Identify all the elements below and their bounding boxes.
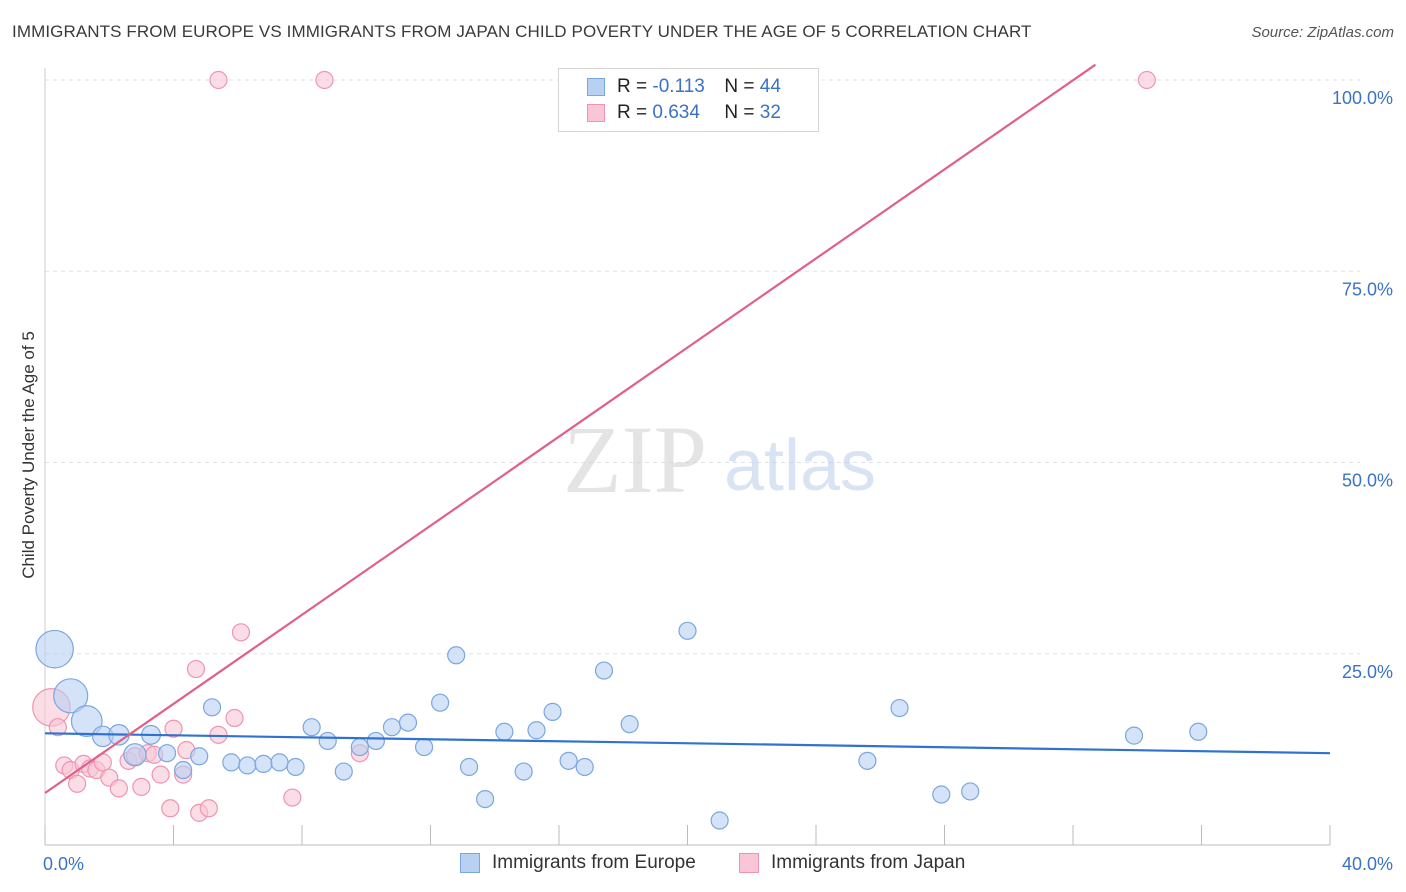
europe-point (476, 789, 495, 809)
europe-point (620, 715, 639, 734)
europe-point (35, 629, 74, 669)
europe-point (238, 756, 257, 775)
japan-point (199, 799, 218, 818)
europe-point (302, 718, 321, 737)
x-tick-label: 40.0% (1342, 854, 1393, 874)
japan-n-label: N = (724, 102, 755, 123)
japan-legend-icon (739, 853, 759, 873)
japan-point (209, 70, 228, 90)
europe-point (270, 753, 289, 772)
europe-point (575, 757, 594, 777)
europe-point (53, 678, 89, 714)
japan-point (109, 779, 128, 798)
japan-point (132, 777, 151, 796)
japan-point (161, 799, 180, 818)
watermark-atlas: atlas (724, 426, 876, 506)
europe-point (459, 757, 479, 777)
japan-point (315, 70, 334, 90)
europe-point (961, 782, 980, 801)
y-tick-label: 25.0% (1342, 662, 1393, 682)
europe-point (157, 744, 177, 763)
europe-point (858, 751, 877, 770)
europe-point (1124, 726, 1144, 745)
stats-legend: R = -0.113 N = 44 R = 0.634 N = 32 (558, 68, 819, 132)
europe-point (431, 693, 450, 712)
japan-point (225, 708, 244, 728)
europe-point (890, 698, 909, 718)
europe-point (350, 737, 369, 757)
legend-item-japan: Immigrants from Japan (739, 852, 965, 874)
legend-row-europe: R = -0.113 N = 44 (587, 75, 781, 99)
europe-point (398, 713, 418, 732)
gridlines (45, 79, 1360, 655)
japan-point (1137, 70, 1156, 90)
japan-point (164, 719, 183, 738)
europe-point (202, 698, 222, 717)
tick-labels: 25.0% 50.0% 75.0% 100.0% 0.0% 40.0% (43, 88, 1393, 874)
europe-point (447, 646, 466, 665)
europe-point (318, 731, 337, 751)
watermark-zip: ZIP (563, 406, 707, 513)
europe-point (190, 747, 209, 766)
legend-row-japan: R = 0.634 N = 32 (587, 101, 781, 125)
japan-point (48, 718, 67, 737)
europe-point (1189, 722, 1208, 741)
europe-r-label: R = (617, 76, 648, 97)
europe-point (514, 762, 533, 781)
japan-r-value: 0.634 (652, 102, 700, 123)
y-axis-label: Child Poverty Under the Age of 5 (19, 331, 38, 579)
japan-legend-label: Immigrants from Japan (771, 852, 966, 873)
japan-trend-line (44, 63, 1097, 794)
europe-point (710, 811, 729, 830)
europe-point (174, 760, 193, 780)
source-label: Source: ZipAtlas.com (1251, 24, 1394, 41)
europe-legend-label: Immigrants from Europe (492, 852, 696, 873)
europe-point (495, 722, 514, 741)
europe-trend-line (44, 732, 1331, 755)
legend-item-europe: Immigrants from Europe (460, 852, 696, 874)
japan-r-label: R = (617, 102, 648, 123)
europe-point (222, 753, 241, 772)
europe-point (543, 702, 562, 721)
trend-lines (44, 63, 1331, 794)
europe-n-value: 44 (759, 76, 781, 97)
europe-n-label: N = (724, 76, 755, 97)
y-tick-label: 50.0% (1342, 471, 1393, 491)
europe-point (70, 705, 103, 737)
europe-point (334, 762, 353, 781)
europe-point (366, 731, 385, 751)
japan-point (151, 765, 170, 784)
y-tick-label: 100.0% (1332, 88, 1393, 108)
japan-point (186, 659, 206, 679)
x-tick-label: 0.0% (43, 854, 84, 874)
europe-swatch-icon (587, 78, 605, 96)
europe-point (559, 751, 578, 770)
europe-point (286, 757, 305, 777)
japan-n-value: 32 (759, 102, 781, 123)
europe-r-value: -0.113 (652, 76, 705, 97)
japan-point (283, 788, 302, 807)
europe-point (594, 661, 614, 680)
watermark: ZIP atlas (563, 406, 876, 513)
series-legend: Immigrants from Europe Immigrants from J… (0, 852, 1406, 878)
europe-point (123, 743, 147, 767)
y-tick-label: 75.0% (1342, 279, 1393, 299)
chart-title: IMMIGRANTS FROM EUROPE VS IMMIGRANTS FRO… (12, 22, 1032, 41)
japan-point (68, 774, 87, 793)
europe-point (527, 721, 546, 740)
japan-point (231, 623, 251, 642)
europe-point (932, 785, 951, 804)
europe-point (678, 621, 697, 640)
japan-swatch-icon (587, 104, 605, 122)
europe-point (414, 737, 434, 757)
europe-point (382, 718, 402, 737)
europe-point (254, 754, 273, 774)
europe-legend-icon (460, 853, 480, 873)
